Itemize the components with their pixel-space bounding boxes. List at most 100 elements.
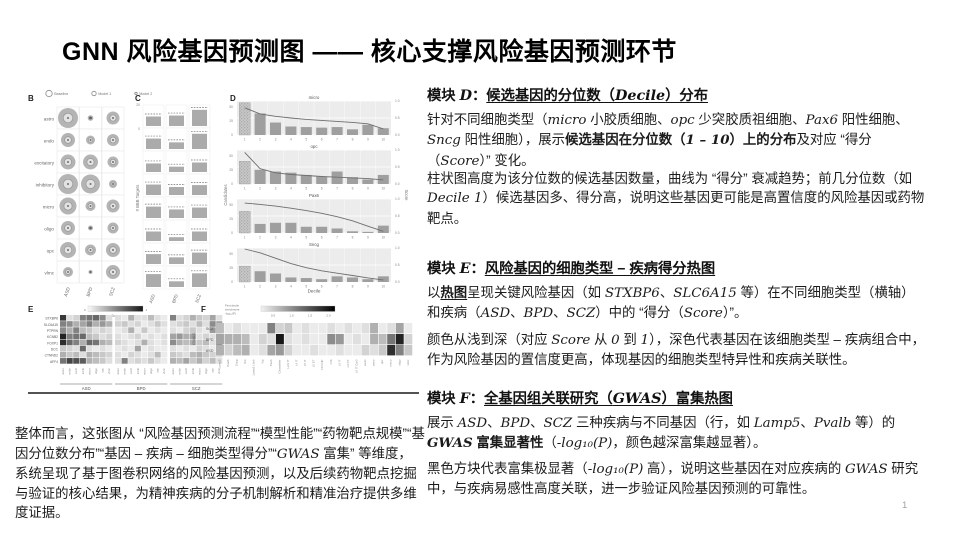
svg-text:enrichment: enrichment	[225, 308, 239, 312]
svg-text:0.0: 0.0	[395, 133, 400, 137]
svg-text:4: 4	[290, 236, 292, 240]
svg-text:First decile: First decile	[225, 304, 239, 308]
svg-text:1: 1	[244, 285, 246, 289]
svg-text:Chandelier: Chandelier	[277, 359, 281, 373]
svg-text:2: 2	[259, 236, 261, 240]
svg-text:micro: micro	[309, 95, 320, 100]
svg-text:-log₁₀(P): -log₁₀(P)	[225, 312, 236, 316]
svg-text:vlmc: vlmc	[162, 367, 166, 373]
svg-text:2: 2	[259, 138, 261, 142]
svg-text:1.5: 1.5	[308, 314, 313, 318]
svg-text:0: 0	[231, 133, 233, 137]
svg-text:SCZ: SCZ	[108, 286, 116, 297]
svg-text:2: 2	[259, 187, 261, 191]
svg-text:6: 6	[321, 236, 323, 240]
svg-text:ASD: ASD	[148, 294, 156, 304]
svg-text:0: 0	[231, 231, 233, 235]
svg-text:oligo: oligo	[94, 368, 98, 374]
svg-text:8: 8	[352, 187, 354, 191]
figure-panel-c-barplot: C # BBB Targets 20 0 ASD BPD SCZ	[135, 94, 211, 304]
svg-text:2.0: 2.0	[326, 314, 331, 318]
svg-text:BPD: BPD	[171, 294, 179, 304]
svg-text:L5/6 NP: L5/6 NP	[320, 359, 324, 370]
svg-text:Baseline: Baseline	[54, 92, 68, 96]
svg-text:0.5: 0.5	[395, 263, 400, 267]
svg-text:Lamp5: Lamp5	[218, 359, 222, 368]
svg-text:Sst: Sst	[243, 359, 247, 363]
svg-text:astro: astro	[372, 359, 376, 366]
svg-text:3: 3	[275, 187, 277, 191]
svg-text:PTPRN: PTPRN	[47, 329, 59, 333]
svg-text:inhib: inhib	[81, 368, 85, 374]
module-d-paragraph-1: 针对不同细胞类型（micro 小胶质细胞、opc 少突胶质祖细胞、Pax6 阳性…	[427, 112, 909, 169]
svg-text:micro: micro	[389, 359, 393, 366]
svg-text:opc: opc	[380, 359, 384, 364]
svg-text:Pax6: Pax6	[269, 359, 273, 366]
svg-text:micro: micro	[197, 368, 201, 375]
svg-text:# BBB Targets: # BBB Targets	[135, 185, 140, 212]
module-e-paragraph-2: 颜色从浅到深（对应 Score 从 0 到 1），深色代表基因在该细胞类型 – …	[427, 332, 926, 368]
svg-text:50: 50	[229, 105, 233, 109]
figure-panel-b-dotplot: B Baseline Model 1 Model 2 astro endo excitato…	[28, 89, 152, 297]
svg-text:0.5: 0.5	[395, 165, 400, 169]
svg-text:SLC6A15: SLC6A15	[44, 323, 58, 327]
svg-text:L4 IT: L4 IT	[295, 359, 299, 366]
svg-text:Model 1: Model 1	[98, 92, 111, 96]
svg-text:excitatory: excitatory	[34, 161, 54, 166]
svg-text:astro: astro	[116, 368, 120, 375]
svg-text:SCZ: SCZ	[206, 327, 214, 331]
svg-text:excit: excit	[184, 368, 188, 374]
svg-text:endo: endo	[123, 368, 127, 375]
svg-text:7: 7	[336, 138, 338, 142]
svg-text:50: 50	[229, 203, 233, 207]
svg-text:25: 25	[229, 168, 233, 172]
svg-text:1.0: 1.0	[289, 314, 294, 318]
svg-text:4: 4	[290, 187, 292, 191]
page-number: 1	[902, 500, 908, 511]
svg-text:FOXP1: FOXP1	[47, 341, 58, 345]
svg-text:BPD: BPD	[137, 386, 146, 391]
svg-text:STXBP6: STXBP6	[45, 317, 58, 321]
svg-text:1: 1	[146, 308, 148, 312]
svg-text:5: 5	[305, 236, 307, 240]
svg-text:0: 0	[231, 182, 233, 186]
svg-text:oligo: oligo	[204, 368, 208, 374]
svg-text:opc: opc	[156, 367, 160, 372]
svg-text:opc: opc	[211, 367, 215, 372]
svg-text:50: 50	[229, 154, 233, 158]
svg-text:Vip: Vip	[260, 359, 264, 364]
svg-text:oligo: oligo	[44, 227, 54, 232]
svg-text:50: 50	[229, 252, 233, 256]
svg-text:0: 0	[84, 308, 86, 312]
svg-text:endo: endo	[44, 139, 55, 144]
scientific-figure: B Baseline Model 1 Model 2astroendoexcitato…	[28, 89, 419, 394]
svg-text:inhibitory: inhibitory	[36, 183, 55, 188]
svg-text:vlmc: vlmc	[107, 367, 111, 373]
svg-text:9: 9	[367, 236, 369, 240]
slide-title: GNN 风险基因预测图 —— 核心支撑风险基因预测环节	[62, 38, 677, 66]
svg-text:inhib: inhib	[191, 368, 195, 374]
svg-text:25: 25	[229, 217, 233, 221]
svg-text:6: 6	[321, 285, 323, 289]
svg-text:1.0: 1.0	[395, 148, 400, 152]
svg-text:9: 9	[367, 138, 369, 142]
svg-text:5: 5	[305, 138, 307, 142]
module-d-header: 模块 D：候选基因的分位数（Decile）分布	[427, 88, 709, 104]
module-e-header: 模块 E：风险基因的细胞类型 – 疾病得分热图	[427, 261, 716, 277]
svg-text:10: 10	[381, 236, 385, 240]
svg-text:7: 7	[336, 285, 338, 289]
svg-text:Candidates: Candidates	[223, 184, 228, 205]
svg-text:opc: opc	[101, 367, 105, 372]
svg-text:1.0: 1.0	[395, 246, 400, 250]
svg-text:8: 8	[352, 285, 354, 289]
svg-text:Lamp5 Lhx6: Lamp5 Lhx6	[252, 359, 256, 375]
summary-paragraph: 整体而言，这张图从 “风险基因预测流程”“模型性能”“药物靶点规模”“基因分位数…	[15, 426, 425, 521]
svg-text:10: 10	[381, 187, 385, 191]
svg-text:astro: astro	[61, 368, 65, 375]
svg-text:AFF4: AFF4	[50, 360, 58, 364]
svg-text:excit: excit	[129, 368, 133, 374]
svg-text:ASD: ASD	[63, 286, 71, 297]
svg-text:L5 IT: L5 IT	[303, 359, 307, 366]
svg-text:1: 1	[244, 138, 246, 142]
